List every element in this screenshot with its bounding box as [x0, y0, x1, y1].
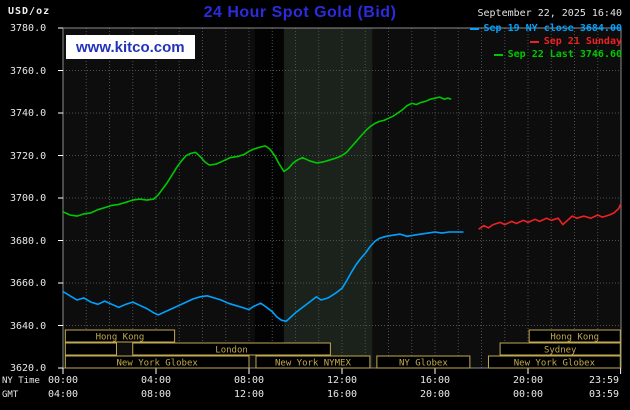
ny-time-axis-caption: NY Time: [2, 376, 40, 386]
market-session-box: [376, 355, 471, 369]
market-session-label: NY Globex: [399, 359, 448, 369]
market-session-box: [487, 355, 621, 369]
market-session-box: [499, 342, 621, 356]
green-line-swatch: [493, 53, 503, 56]
market-session-label: New York Globex: [514, 359, 596, 369]
market-session-label: London: [215, 346, 248, 356]
market-session-label: New York Globex: [117, 359, 199, 369]
price-line-sep21: [478, 203, 622, 230]
market-session-box: [528, 329, 621, 343]
market-session-label: New York NYMEX: [275, 359, 351, 369]
market-session-box: [132, 342, 331, 356]
market-session-box: [64, 355, 250, 369]
legend-label: Sep 21 Sunday: [543, 36, 622, 47]
market-session-box: [64, 342, 117, 356]
legend-label: Sep 22 Last 3746.60: [507, 49, 622, 60]
legend-item-sep21-sunday: Sep 21 Sunday: [470, 35, 622, 48]
chart-title: 24 Hour Spot Gold (Bid): [203, 4, 397, 21]
price-line-sep19: [62, 231, 464, 323]
kitco-url-text: www.kitco.com: [76, 39, 185, 56]
legend-item-sep22-last: Sep 22 Last 3746.60: [470, 48, 622, 61]
legend: Sep 19 NY close 3684.00 Sep 21 Sunday Se…: [469, 22, 622, 61]
kitco-watermark: www.kitco.com: [66, 35, 195, 59]
red-line-swatch: [529, 40, 539, 43]
market-session-label: Sydney: [544, 346, 577, 356]
price-line-sep22: [62, 96, 452, 217]
market-session-box: [64, 329, 176, 343]
market-session-label: Hong Kong: [96, 333, 145, 343]
legend-label: Sep 19 NY close 3684.00: [483, 23, 622, 34]
market-session-label: Hong Kong: [550, 333, 599, 343]
legend-item-sep19-close: Sep 19 NY close 3684.00: [469, 22, 622, 35]
cyan-line-swatch: [469, 27, 479, 30]
market-session-box: [255, 355, 371, 369]
chart-datetime: September 22, 2025 16:40: [477, 8, 623, 19]
gmt-axis-caption: GMT: [2, 390, 19, 400]
y-axis-unit-label: USD/oz: [8, 6, 51, 17]
